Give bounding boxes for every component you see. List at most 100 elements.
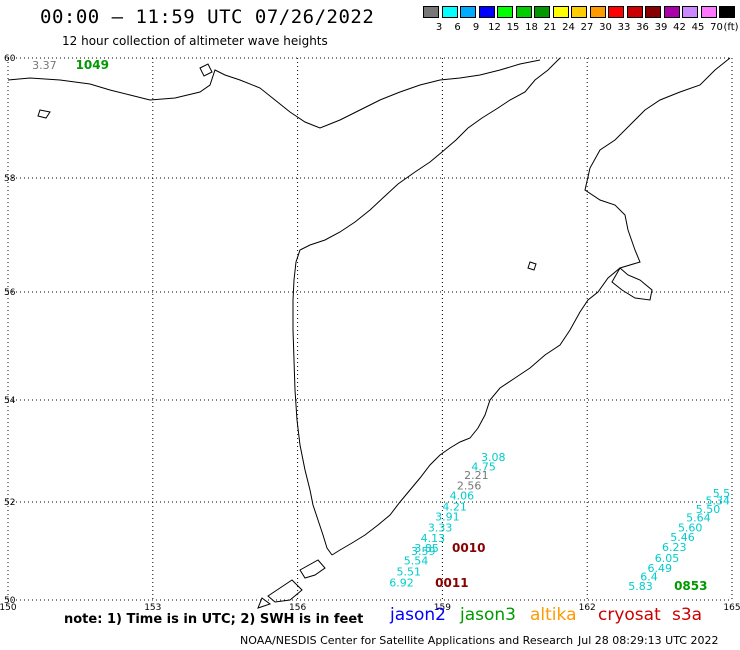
legend-swatch [626,6,643,18]
wave-height-label: 5.60 [678,521,703,534]
legend-swatch [571,6,587,18]
kuril-island-3 [257,597,272,609]
wave-height-label: 4.75 [471,460,496,473]
mission-jason3: jason3 [460,605,516,625]
legend-swatch [534,6,550,18]
wave-height-label: 2.56 [457,479,482,492]
legend-label: 12 [488,22,501,33]
footer-note: note: 1) Time is in UTC; 2) SWH is in fe… [64,612,364,627]
legend-label: 15 [506,22,520,33]
wave-height-label: 5.83 [628,580,653,593]
wave-height-label: 5.51 [397,566,422,579]
wave-height-label: 6.49 [648,562,673,575]
legend-swatch [460,6,476,18]
legend-label: 33 [617,22,631,33]
small-island-2 [37,109,51,119]
mission-jason2: jason2 [390,605,446,625]
legend-label: 9 [472,22,480,33]
lon-tick-label: 159 [434,603,451,613]
kamchatka-east-coast [331,57,731,556]
lat-tick-label: 50 [4,596,16,606]
legend-label: 30 [599,22,612,33]
legend-swatch [515,6,532,18]
credit-date: Jul 28 08:29:13 UTC 2022 [578,634,719,647]
lon-tick-label: 156 [289,603,306,613]
mission-s3a: s3a [672,605,703,625]
lat-lon-gridlines [7,57,733,601]
legend-label: 21 [543,22,557,33]
wave-height-labels: 3.37 1049 3.084.752.212.564.064.213.913.33… [32,58,730,593]
mission-altika: altika [530,605,577,625]
lat-tick-label: 60 [4,54,16,64]
legend-label: 45 [691,22,705,33]
wave-height-label: 4.21 [442,500,467,513]
okhotsk-north-coast [7,59,541,129]
wave-height-label: 3.33 [428,521,453,534]
map-title: 00:00 – 11:59 UTC 07/26/2022 [40,6,375,28]
legend-swatch [497,6,513,18]
legend-swatch [719,6,735,18]
kuril-island-1 [299,559,326,579]
legend-swatch [423,6,439,18]
wave-height-label: 6.92 [389,576,414,589]
legend-swatch [682,6,698,18]
wave-height-label: 6.23 [662,541,687,554]
wave-height-label: 4.13 [421,532,446,545]
legend-swatch [645,6,661,18]
coastline [7,57,731,609]
lon-tick-label: 165 [723,603,740,613]
wave-height-label: 6.05 [655,552,680,565]
legend-swatch [441,6,458,18]
lat-tick-label: 56 [4,288,16,298]
wave-height-label: 5.50 [696,503,721,516]
wave-height-label: 1049 [76,58,109,72]
wave-height-label: 5.46 [670,531,695,544]
lon-tick-label: 162 [579,603,596,613]
lon-tick-label: 150 [0,603,17,613]
wave-height-label: 2.21 [464,469,489,482]
credit-line: NOAA/NESDIS Center for Satellite Applica… [240,634,574,647]
legend-label: 70 [710,22,723,33]
legend-label: 36 [636,22,649,33]
legend-label: 18 [525,22,538,33]
wave-height-label: 3.59 [411,545,436,558]
legend-label: 39 [654,22,668,33]
small-island-1 [527,261,537,271]
axis-tick-labels: 150 153 156 159 162 165 60 58 56 54 52 50 [0,54,740,613]
wave-height-label: 5.64 [686,512,711,525]
wave-height-label: 3.37 [32,59,57,72]
wave-height-label: 4.06 [450,489,475,502]
lat-tick-label: 54 [4,396,16,406]
legend-label: 42 [673,22,686,33]
legend-label: 24 [562,22,575,33]
wave-height-label: 3.91 [435,511,460,524]
wave-height-label: 3.85 [414,542,439,555]
lat-tick-label: 52 [4,498,15,508]
legend-swatch [589,6,606,18]
lat-tick-label: 58 [4,174,16,184]
map-subtitle: 12 hour collection of altimeter wave hei… [62,34,328,48]
lon-tick-label: 153 [144,603,161,613]
wave-height-label: 0011 [435,576,468,590]
kamchatka-west-coast [292,57,561,556]
wave-height-label: 5.5 [713,487,731,500]
legend-swatch [700,6,717,18]
wave-height-label: 3.08 [481,451,506,464]
legend-label: 6 [454,22,461,33]
mission-cryosat: cryosat [598,605,661,625]
legend-label: 27 [580,22,594,33]
legend-label: 3 [435,22,443,33]
kamchatsky-cape [611,267,653,301]
wave-height-label: 0010 [452,541,485,555]
wave-height-label: 6.4 [640,570,658,583]
wave-height-label: 0853 [674,579,707,593]
small-island-3 [199,63,213,77]
legend-swatch [478,6,495,18]
kuril-island-2 [267,579,303,603]
legend-swatch [663,6,680,18]
wave-height-label: 5.34 [705,494,730,507]
legend-swatch [552,6,569,18]
legend-unit: (ft) [723,22,739,33]
